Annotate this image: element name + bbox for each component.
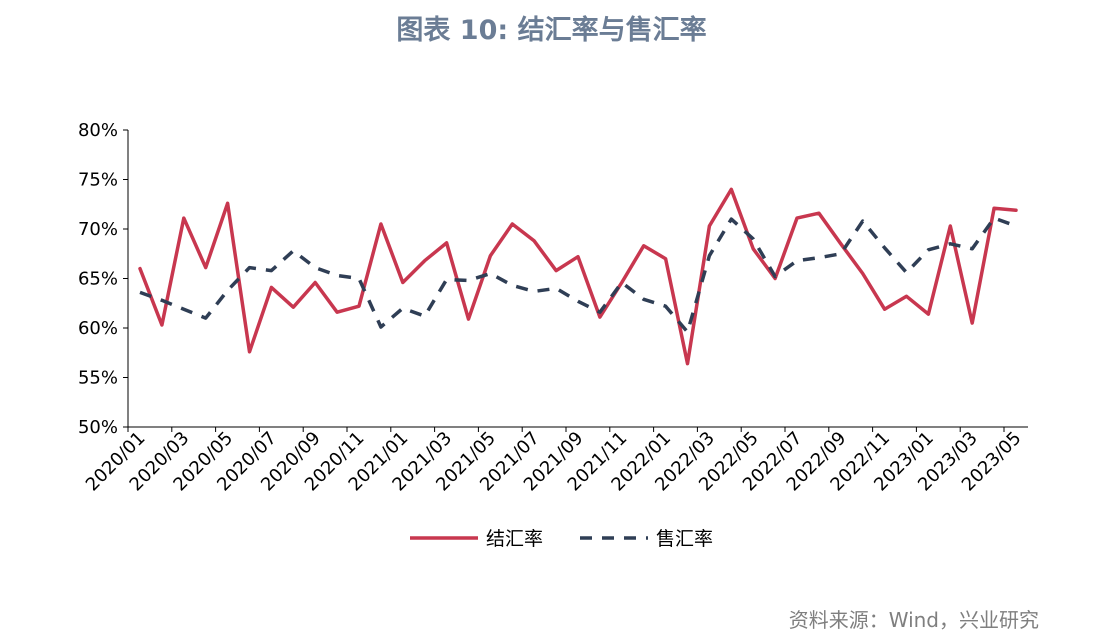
series-layer: [138, 187, 1018, 366]
legend: 结汇率 售汇率: [410, 528, 713, 550]
series-line-2: [139, 216, 1017, 334]
source-note: 资料来源：Wind，兴业研究: [788, 608, 1039, 632]
y-tick-label: 70%: [78, 219, 118, 240]
y-tick-label: 80%: [78, 120, 118, 141]
x-axis: 2020/012020/032020/052020/072020/092020/…: [82, 426, 1028, 495]
y-tick-label: 60%: [78, 318, 118, 339]
y-tick-label: 50%: [78, 417, 118, 438]
y-tick-label: 65%: [78, 269, 118, 290]
legend-label-2: 售汇率: [656, 528, 713, 550]
series-line-1: [138, 187, 1018, 366]
chart-title: 图表 10: 结汇率与售汇率: [396, 15, 707, 46]
y-axis: 50% 55% 60% 65% 70% 75% 80%: [78, 120, 129, 438]
y-tick-label: 55%: [78, 368, 118, 389]
y-tick-label: 75%: [78, 170, 118, 191]
legend-label-1: 结汇率: [486, 528, 543, 550]
